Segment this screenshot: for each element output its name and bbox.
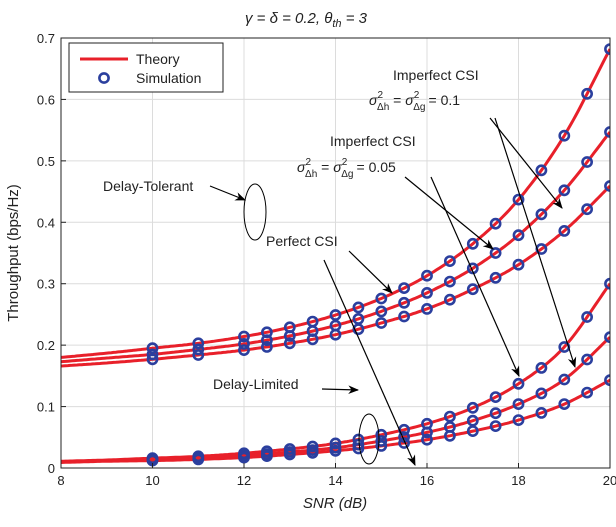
delay-tolerant-ellipse: [244, 184, 266, 240]
y-tick-label: 0.3: [37, 277, 55, 292]
x-tick-label: 12: [237, 473, 251, 488]
y-tick-label: 0.7: [37, 31, 55, 46]
y-axis-label: Throughput (bps/Hz): [5, 184, 22, 322]
y-tick-label: 0.4: [37, 215, 55, 230]
imperfect-01-arrow-bottom: [495, 118, 575, 367]
imperfect-01-equation: σ2 Δh = σ2 Δg = 0.1: [369, 90, 460, 113]
imperfect-01-arrow-top: [490, 118, 562, 208]
imperfect-005-label: Imperfect CSI: [330, 133, 416, 149]
imperfect-005-arrow-bottom: [431, 177, 519, 376]
chart-title-tail: = 3: [342, 10, 368, 27]
y-tick-label: 0.5: [37, 154, 55, 169]
imperfect-005-arrow-top: [405, 177, 493, 249]
y-tick-label: 0.2: [37, 338, 55, 353]
perfect-csi-arrow-top: [349, 251, 392, 293]
x-axis-label: SNR (dB): [303, 495, 367, 512]
x-tick-label: 20: [603, 473, 616, 488]
delay-limited-label: Delay-Limited: [213, 376, 299, 392]
x-tick-label: 18: [511, 473, 525, 488]
x-tick-label: 8: [57, 473, 64, 488]
delay-tolerant-arrow: [210, 186, 245, 200]
x-tick-label: 16: [420, 473, 434, 488]
chart-title-main: γ = δ = 0.2, θ: [245, 10, 332, 27]
perfect-csi-label: Perfect CSI: [266, 233, 338, 249]
x-tick-label: 10: [145, 473, 159, 488]
grid-lines: [61, 38, 610, 468]
legend-simulation-label: Simulation: [136, 70, 201, 86]
delay-tolerant-label: Delay-Tolerant: [103, 178, 193, 194]
legend: Theory Simulation: [69, 43, 223, 92]
chart-title-subscript: th: [332, 18, 341, 30]
delay-limited-arrow: [322, 389, 358, 390]
y-tick-label: 0: [48, 461, 55, 476]
legend-theory-label: Theory: [136, 51, 180, 67]
chart-title: γ = δ = 0.2, θth = 3: [245, 10, 368, 30]
y-tick-label: 0.1: [37, 400, 55, 415]
y-tick-label: 0.6: [37, 92, 55, 107]
imperfect-01-label: Imperfect CSI: [393, 67, 479, 83]
x-tick-label: 14: [328, 473, 342, 488]
